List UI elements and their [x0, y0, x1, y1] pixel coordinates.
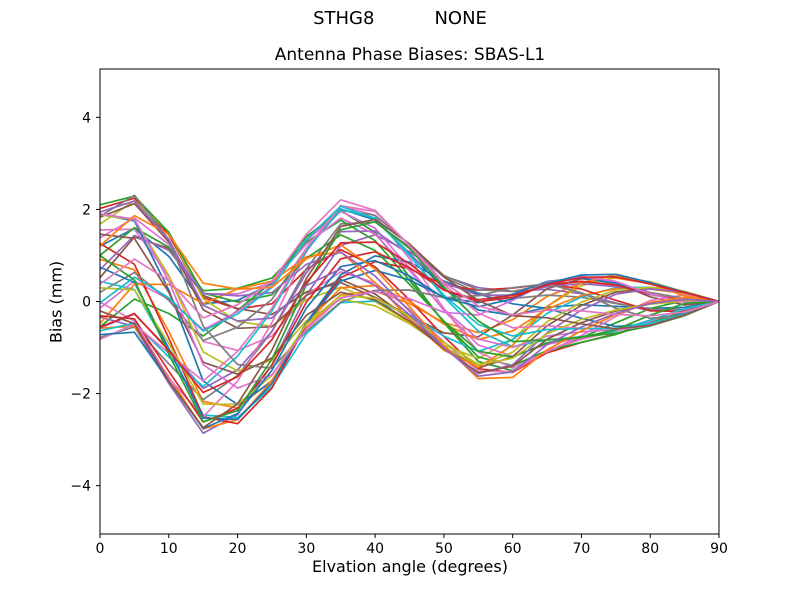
x-tick-label: 70 — [573, 541, 591, 557]
series-line — [99, 200, 720, 377]
chart-title: Antenna Phase Biases: SBAS-L1 — [274, 45, 546, 65]
y-tick-label: 2 — [82, 202, 91, 218]
series-line — [99, 258, 720, 409]
series-line — [99, 194, 720, 370]
x-tick-label: 10 — [160, 541, 178, 557]
y-tick-label: −2 — [70, 387, 91, 403]
series-line — [99, 287, 720, 406]
y-axis-label: Bias (mm) — [46, 260, 66, 344]
x-tick-label: 80 — [641, 541, 659, 557]
x-axis-label: Elvation angle (degrees) — [312, 557, 508, 576]
y-tick-label: 4 — [82, 110, 91, 126]
x-tick-label: 60 — [504, 541, 522, 557]
x-tick-label: 90 — [710, 541, 728, 557]
figure-suptitle: STHG8 NONE — [0, 8, 800, 29]
series-line — [99, 214, 720, 372]
suptitle-station: STHG8 — [313, 8, 375, 29]
suptitle-mode: NONE — [434, 8, 487, 29]
series-line — [99, 212, 720, 389]
series-line — [99, 241, 720, 394]
x-tick-label: 40 — [366, 541, 384, 557]
series-line — [99, 233, 720, 375]
series-line — [99, 221, 720, 401]
y-tick-label: 0 — [82, 295, 91, 311]
series-line — [99, 218, 720, 429]
x-tick-label: 50 — [435, 541, 453, 557]
series-line — [99, 198, 720, 319]
series-line — [99, 266, 720, 421]
y-tick-label: −4 — [70, 479, 91, 495]
series-line — [99, 234, 720, 375]
x-tick-label: 30 — [297, 541, 315, 557]
x-tick-label: 0 — [96, 541, 105, 557]
x-tick-label: 20 — [229, 541, 247, 557]
